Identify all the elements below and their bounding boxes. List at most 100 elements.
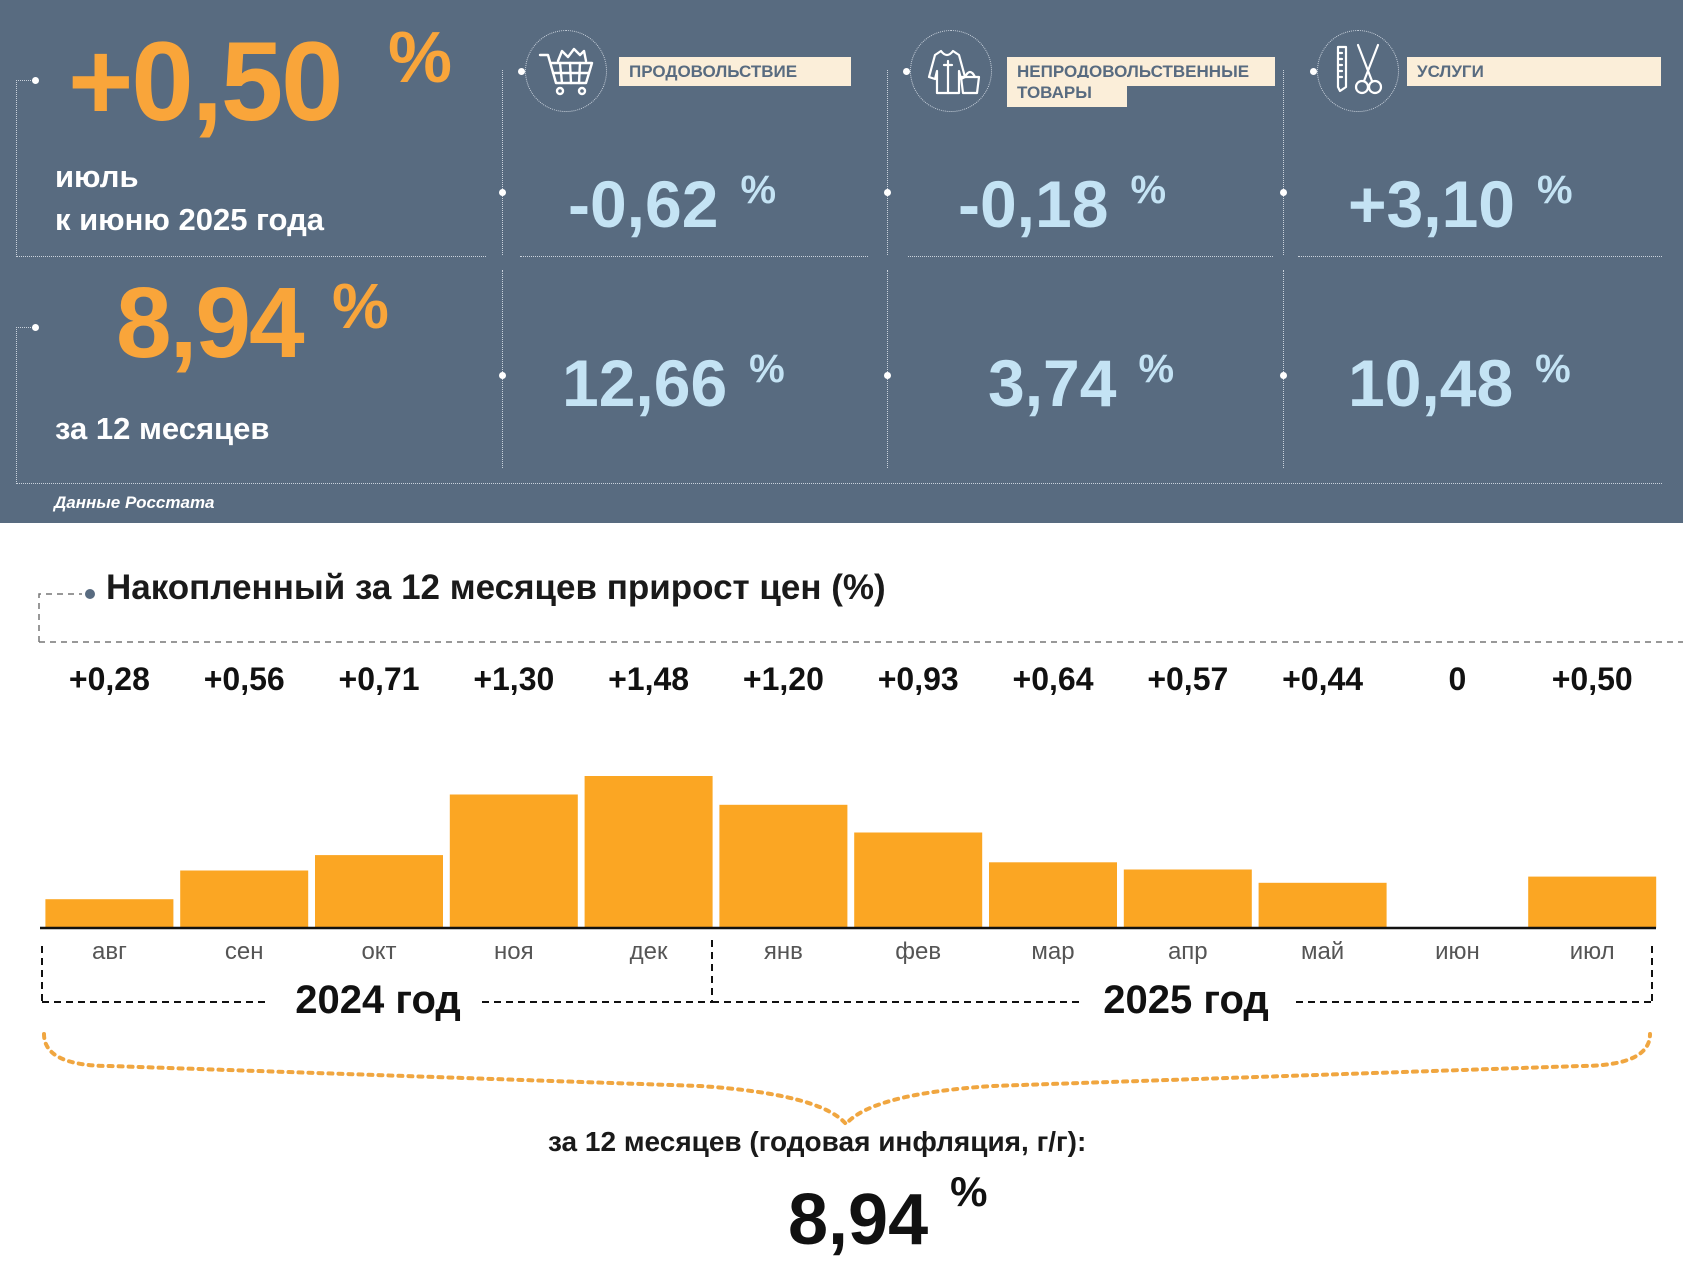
food-annual-value: 12,66%: [562, 334, 785, 418]
source-note: Данные Росстата: [54, 493, 215, 512]
summary-panel: +0,50 % июль к июню 2025 года 8,94 % за …: [0, 0, 1683, 523]
year-2025-label: 2025 год: [1103, 978, 1269, 1022]
food-annual-number: 12,66: [562, 346, 728, 420]
data-label-1: +0,56: [204, 661, 285, 697]
month-label-2: окт: [361, 938, 396, 965]
column-separator-3: [1283, 70, 1284, 255]
services-monthly-unit: %: [1537, 168, 1573, 212]
annual-label: за 12 месяцев: [55, 411, 270, 446]
services-mid-dot: [1280, 189, 1287, 196]
bar-7: [989, 862, 1117, 928]
clothes-and-bag-icon: [910, 30, 992, 112]
annual-value: 8,94: [116, 267, 305, 379]
food-monthly-unit: %: [740, 168, 777, 212]
month-label-3: ноя: [494, 938, 534, 965]
month-label-7: мар: [1031, 938, 1074, 965]
month-label-10: июн: [1435, 938, 1480, 965]
nonfood-low-dot: [884, 372, 891, 379]
services-monthly-value: +3,10%: [1348, 155, 1573, 239]
services-divider: [1298, 256, 1662, 257]
data-label-6: +0,93: [878, 661, 959, 697]
food-divider: [520, 256, 868, 257]
annual-summary-unit: %: [950, 1168, 988, 1215]
services-monthly-number: +3,10: [1348, 167, 1515, 241]
month-label-4: дек: [630, 938, 668, 965]
monthly-label-line2: к июню 2025 года: [55, 202, 324, 237]
annual-brace: [42, 1032, 1652, 1128]
data-label-4: +1,48: [608, 661, 689, 697]
year-2024-label: 2024 год: [295, 978, 461, 1022]
column-separator-2: [887, 70, 888, 255]
food-low-dot: [499, 372, 506, 379]
data-label-5: +1,20: [743, 661, 824, 697]
bar-9: [1258, 882, 1387, 928]
month-label-0: авг: [92, 938, 127, 965]
monthly-divider: [16, 256, 486, 257]
annual-bracket: [16, 327, 35, 484]
annual-dot: [32, 324, 39, 331]
nonfood-mid-dot: [884, 189, 891, 196]
nonfood-annual-number: 3,74: [988, 346, 1117, 420]
services-label: УСЛУГИ: [1407, 57, 1661, 86]
food-mid-dot: [499, 189, 506, 196]
annual-summary-label: за 12 месяцев (годовая инфляция, г/г):: [548, 1126, 1087, 1157]
food-monthly-value: -0,62%: [568, 155, 776, 239]
month-label-1: сен: [225, 938, 264, 965]
nonfood-label: НЕПРОДОВОЛЬСТВЕННЫЕ ТОВАРЫ: [1007, 57, 1275, 109]
month-label-5: янв: [764, 938, 803, 965]
bar-6: [854, 832, 983, 928]
monthly-bracket: [16, 80, 35, 257]
monthly-dot: [32, 77, 39, 84]
annual-summary-number: 8,94: [788, 1180, 929, 1260]
nonfood-label-line2: ТОВАРЫ: [1007, 78, 1127, 107]
data-label-7: +0,64: [1013, 661, 1094, 697]
column-separator-2b: [887, 270, 888, 468]
food-monthly-number: -0,62: [568, 167, 719, 241]
monthly-unit: %: [388, 18, 453, 98]
monthly-label-line1: июль: [55, 159, 139, 194]
data-label-11: +0,50: [1552, 661, 1633, 697]
services-annual-value: 10,48%: [1348, 334, 1571, 418]
month-label-11: июл: [1570, 938, 1615, 965]
nonfood-annual-value: 3,74%: [988, 334, 1174, 418]
nonfood-divider: [908, 256, 1273, 257]
chart-title: Накопленный за 12 месяцев прирост цен (%…: [106, 568, 886, 607]
food-annual-unit: %: [749, 347, 785, 391]
month-label-6: фев: [895, 938, 941, 965]
data-label-10: 0: [1449, 661, 1467, 697]
data-label-0: +0,28: [69, 661, 150, 697]
bar-1: [180, 870, 309, 928]
data-label-3: +1,30: [473, 661, 554, 697]
bar-0: [45, 899, 174, 928]
bar-2: [315, 855, 443, 928]
services-annual-unit: %: [1535, 347, 1571, 391]
title-dot: [85, 589, 95, 599]
nonfood-annual-unit: %: [1138, 347, 1175, 391]
comb-and-scissors-icon: [1317, 30, 1399, 112]
data-label-9: +0,44: [1282, 661, 1363, 697]
title-connector: [38, 593, 82, 642]
bar-8: [1123, 869, 1252, 928]
services-top-dot: [1310, 68, 1317, 75]
nonfood-monthly-value: -0,18%: [958, 155, 1166, 239]
data-label-8: +0,57: [1147, 661, 1228, 697]
annual-unit: %: [332, 270, 389, 342]
services-annual-number: 10,48: [1348, 346, 1514, 420]
bar-11: [1528, 876, 1657, 928]
nonfood-monthly-number: -0,18: [958, 167, 1109, 241]
column-separator-1b: [502, 270, 503, 468]
shopping-cart-icon: [525, 30, 607, 112]
services-low-dot: [1280, 372, 1287, 379]
monthly-value: +0,50: [68, 19, 343, 144]
nonfood-top-dot: [903, 68, 910, 75]
panel-bottom-divider: [16, 483, 1662, 484]
food-top-dot: [518, 68, 525, 75]
column-separator-1: [502, 70, 503, 255]
nonfood-monthly-unit: %: [1130, 168, 1167, 212]
bar-5: [719, 804, 848, 928]
bar-4: [584, 776, 713, 928]
bar-3: [449, 794, 578, 928]
column-separator-3b: [1283, 270, 1284, 468]
data-label-2: +0,71: [339, 661, 420, 697]
annual-summary-value: 8,94%: [788, 1168, 988, 1261]
